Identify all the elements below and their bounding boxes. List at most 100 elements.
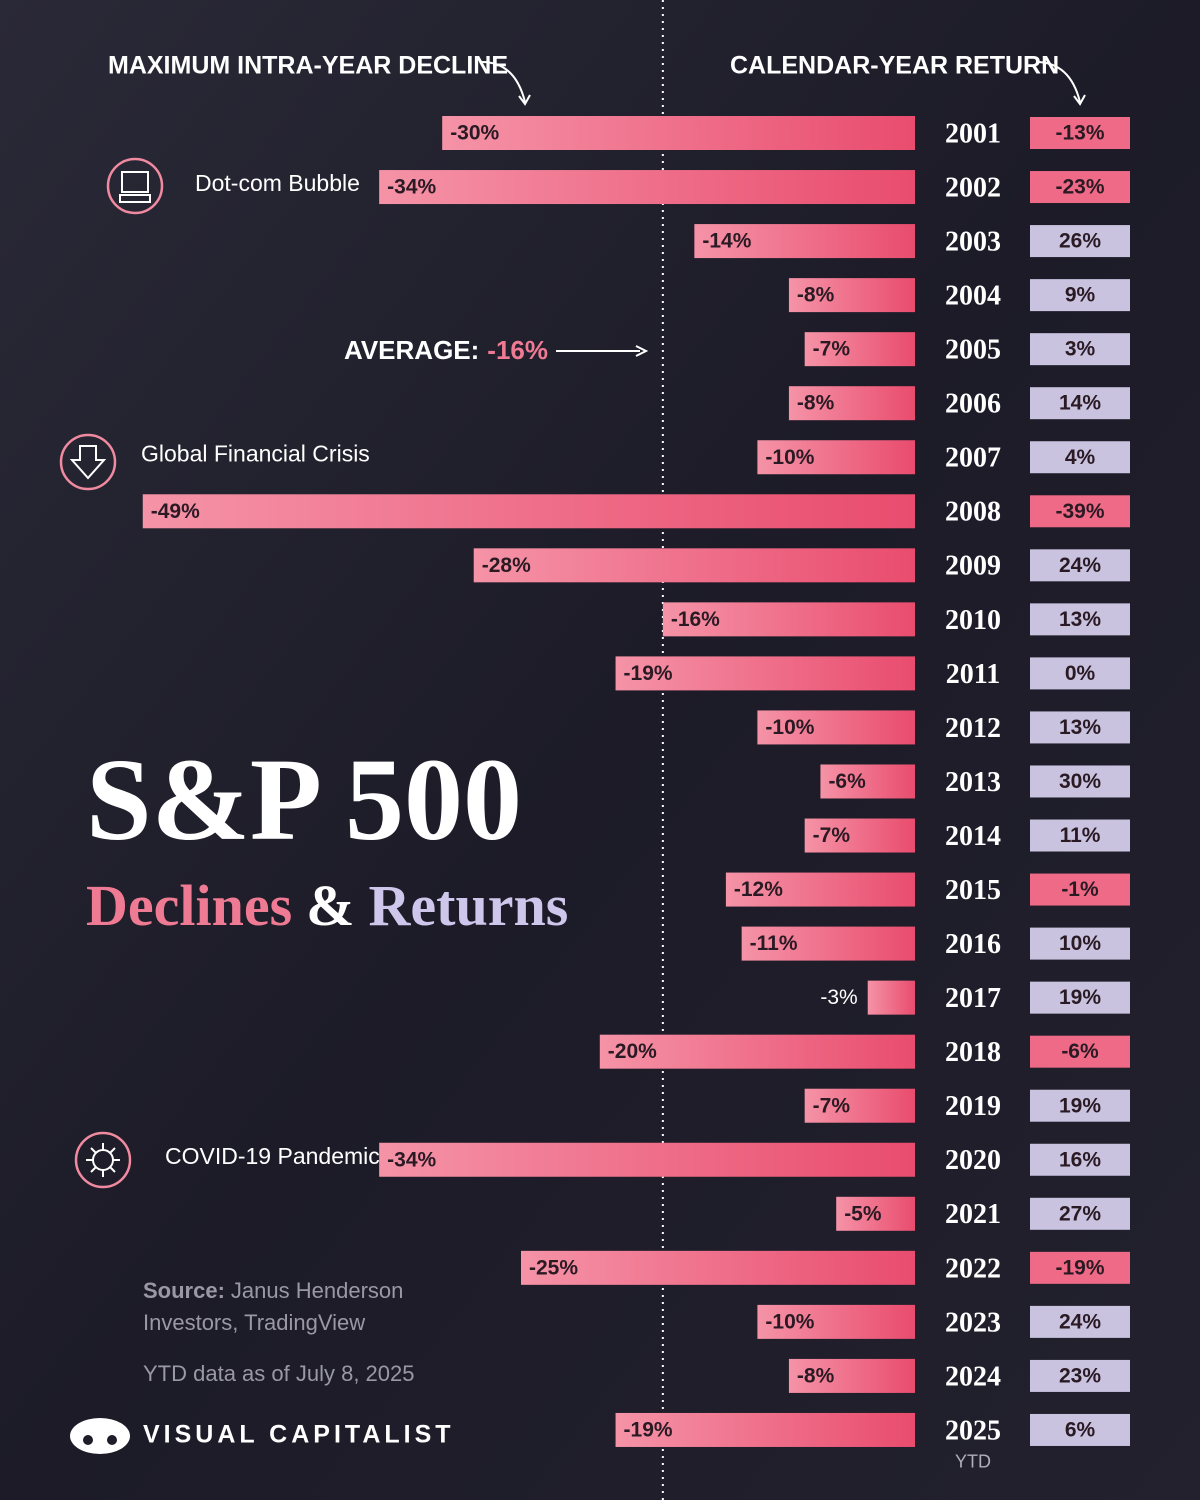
bar bbox=[725, 872, 915, 907]
return-box bbox=[1030, 387, 1130, 420]
header-arrow bbox=[481, 61, 526, 103]
year-label: 2003 bbox=[945, 227, 1001, 258]
value-label: -19% bbox=[624, 1419, 673, 1442]
return-label: 24% bbox=[1059, 1310, 1101, 1333]
return-box bbox=[1030, 1197, 1130, 1230]
year-label: 2005 bbox=[945, 335, 1001, 366]
year-label: 2008 bbox=[945, 497, 1001, 528]
year-label: 2021 bbox=[945, 1199, 1001, 1230]
return-header: CALENDAR-YEAR RETURN bbox=[730, 52, 1059, 80]
return-label: -6% bbox=[1061, 1040, 1099, 1063]
return-box bbox=[1030, 711, 1130, 744]
bar bbox=[473, 548, 915, 583]
bar bbox=[662, 602, 915, 637]
source-line: Janus Henderson bbox=[231, 1278, 403, 1303]
value-label: -10% bbox=[765, 716, 814, 739]
return-box bbox=[1030, 819, 1130, 852]
year-label: 2002 bbox=[945, 172, 1001, 203]
annotation: Dot-com Bubble bbox=[195, 170, 360, 196]
value-label: -12% bbox=[734, 878, 783, 901]
return-box bbox=[1030, 1035, 1130, 1068]
year-label: 2025 bbox=[945, 1415, 1001, 1446]
return-label: 23% bbox=[1059, 1364, 1101, 1387]
value-label: -28% bbox=[482, 554, 531, 577]
year-label: 2001 bbox=[945, 118, 1001, 149]
return-label: 30% bbox=[1059, 770, 1101, 793]
value-label: -10% bbox=[765, 446, 814, 469]
value-label: -49% bbox=[151, 500, 200, 523]
return-label: 9% bbox=[1065, 284, 1096, 307]
year-label: 2009 bbox=[945, 551, 1001, 582]
return-label: 19% bbox=[1059, 1094, 1101, 1117]
return-label: -13% bbox=[1055, 122, 1104, 145]
return-label: 13% bbox=[1059, 608, 1101, 631]
bar bbox=[867, 980, 915, 1015]
value-label: -34% bbox=[387, 1148, 436, 1171]
year-label: 2014 bbox=[945, 821, 1001, 852]
value-label: -8% bbox=[797, 392, 835, 415]
note: YTD data as of July 8, 2025 bbox=[143, 1361, 415, 1386]
year-label: 2010 bbox=[945, 605, 1001, 636]
return-label: 13% bbox=[1059, 716, 1101, 739]
source: Source: Janus Henderson bbox=[143, 1278, 403, 1303]
bar bbox=[379, 170, 915, 205]
brand: VISUAL CAPITALIST bbox=[143, 1421, 455, 1449]
bar bbox=[788, 386, 915, 421]
bar bbox=[379, 1142, 915, 1177]
bar bbox=[757, 710, 915, 745]
return-box bbox=[1030, 1251, 1130, 1284]
average-label: AVERAGE: -16% bbox=[344, 335, 548, 365]
average-value: -16% bbox=[487, 335, 548, 365]
year-label: 2015 bbox=[945, 875, 1001, 906]
year-label: 2022 bbox=[945, 1253, 1001, 1284]
return-label: 3% bbox=[1065, 338, 1096, 361]
return-label: 6% bbox=[1065, 1419, 1096, 1442]
return-box bbox=[1030, 117, 1130, 149]
return-label: -39% bbox=[1055, 500, 1104, 523]
bar bbox=[615, 1412, 915, 1447]
value-label: -3% bbox=[820, 986, 857, 1009]
return-box bbox=[1030, 927, 1130, 960]
return-box bbox=[1030, 333, 1130, 366]
year-label: 2004 bbox=[945, 281, 1001, 312]
return-box bbox=[1030, 441, 1130, 474]
year-label: 2023 bbox=[945, 1307, 1001, 1338]
bar bbox=[804, 818, 915, 853]
value-label: -8% bbox=[797, 1364, 835, 1387]
year-label: 2011 bbox=[946, 659, 1000, 690]
return-label: 14% bbox=[1059, 392, 1101, 415]
value-label: -34% bbox=[387, 176, 436, 199]
header-arrow bbox=[1035, 61, 1081, 103]
subtitle-part: Declines bbox=[86, 873, 292, 938]
year-label: 2024 bbox=[945, 1361, 1001, 1392]
value-label: -19% bbox=[624, 662, 673, 685]
average-arrow-head bbox=[635, 345, 649, 357]
bar bbox=[442, 116, 915, 150]
value-label: -20% bbox=[608, 1040, 657, 1063]
bar bbox=[804, 1088, 915, 1123]
return-label: 16% bbox=[1059, 1148, 1101, 1171]
year-label: 2020 bbox=[945, 1145, 1001, 1176]
year-label: 2017 bbox=[945, 983, 1001, 1014]
return-box bbox=[1030, 1089, 1130, 1122]
decline-header: MAXIMUM INTRA-YEAR DECLINE bbox=[108, 52, 508, 80]
year-label: 2007 bbox=[945, 443, 1001, 474]
value-label: -30% bbox=[450, 122, 499, 145]
return-label: -1% bbox=[1061, 878, 1099, 901]
bar bbox=[521, 1250, 915, 1285]
bar bbox=[599, 1034, 915, 1069]
return-label: 0% bbox=[1065, 662, 1096, 685]
return-box bbox=[1030, 765, 1130, 798]
value-label: -7% bbox=[813, 1094, 851, 1117]
header-arrow-head bbox=[1073, 94, 1086, 106]
return-box bbox=[1030, 225, 1130, 258]
return-box bbox=[1030, 495, 1130, 528]
return-label: 26% bbox=[1059, 230, 1101, 253]
value-label: -8% bbox=[797, 284, 835, 307]
source-line: Investors, TradingView bbox=[143, 1310, 365, 1335]
return-label: 11% bbox=[1060, 824, 1101, 847]
year-label: 2019 bbox=[945, 1091, 1001, 1122]
bar bbox=[757, 440, 915, 475]
value-label: -16% bbox=[671, 608, 720, 631]
header-arrow-head bbox=[518, 94, 531, 106]
